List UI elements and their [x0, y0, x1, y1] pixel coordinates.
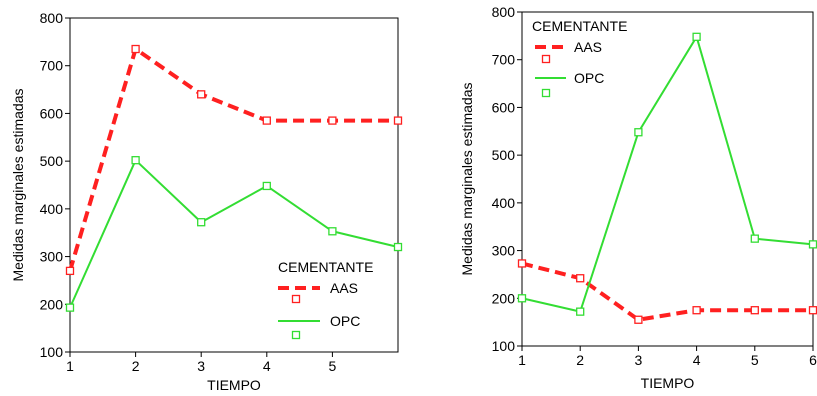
y-tick-label: 300: [40, 249, 64, 265]
data-point-aas: [576, 274, 585, 283]
y-tick-label: 800: [40, 10, 64, 26]
data-point-opc: [634, 128, 643, 137]
y-tick-label: 500: [40, 153, 64, 169]
series-line-opc: [69, 159, 399, 309]
chart-right: 100 200 300 400 500 600 700 800 1 2 3 4 5 6 TIEMPO Medi…: [459, 4, 817, 391]
legend-marker-opc: [291, 330, 301, 340]
y-tick-label: 300: [492, 243, 516, 259]
data-point-aas: [634, 315, 643, 324]
data-point-aas: [517, 259, 527, 268]
data-point-opc: [393, 242, 403, 252]
data-point-aas: [262, 116, 271, 125]
legend-label-opc: OPC: [574, 70, 604, 86]
data-point-aas: [393, 116, 403, 125]
data-point-aas: [808, 306, 817, 315]
data-point-aas: [692, 306, 701, 315]
legend-label-aas: AAS: [330, 280, 358, 296]
legend-title: CEMENTANTE: [278, 259, 373, 275]
y-tick-label: 200: [40, 296, 64, 312]
y-tick-label: 200: [492, 290, 516, 306]
y-tick-label: 800: [492, 4, 516, 20]
x-tick-label: 6: [809, 352, 817, 368]
y-axis-title: Medidas marginales estimadas: [10, 89, 26, 282]
data-point-aas: [328, 116, 337, 125]
y-tick-label: 100: [40, 344, 64, 360]
data-point-aas: [65, 266, 75, 276]
y-tick-label: 400: [492, 195, 516, 211]
y-tick-label: 500: [492, 147, 516, 163]
y-tick-label: 600: [492, 99, 516, 115]
data-point-opc: [197, 218, 206, 227]
data-point-aas: [750, 306, 759, 315]
series-line-aas: [68, 47, 398, 272]
x-tick-label: 1: [518, 352, 526, 368]
series-line-aas: [521, 261, 813, 322]
y-tick-label: 700: [492, 52, 516, 68]
data-point-aas: [131, 44, 140, 54]
y-tick-label: 700: [40, 58, 64, 74]
data-point-opc: [750, 234, 759, 243]
data-point-opc: [262, 181, 271, 191]
y-tick-label: 600: [40, 105, 64, 121]
legend-title: CEMENTANTE: [532, 18, 627, 34]
x-tick-label: 2: [576, 352, 584, 368]
x-tick-label: 5: [751, 352, 759, 368]
legend-marker-aas: [541, 54, 551, 64]
y-tick-label: 400: [40, 201, 64, 217]
legend-marker-opc: [541, 88, 551, 98]
legend-marker-aas: [291, 294, 301, 304]
x-tick-label: 4: [263, 358, 271, 374]
data-point-aas: [197, 90, 206, 99]
plot-frame: [69, 17, 399, 353]
data-point-opc: [808, 240, 817, 249]
y-axis-title: Medidas marginales estimadas: [459, 83, 475, 276]
data-point-opc: [328, 227, 337, 236]
data-point-opc: [692, 32, 701, 41]
x-tick-label: 3: [635, 352, 643, 368]
x-tick-label: 4: [693, 352, 701, 368]
legend-label-opc: OPC: [330, 313, 360, 329]
chart-left: 100 200 300 400 500 600 700 800 1 2 3 4 5 TIEMPO Medid…: [10, 10, 403, 393]
plot-frame: [521, 11, 814, 347]
x-axis-title: TIEMPO: [207, 377, 261, 393]
y-tick-label: 100: [492, 338, 516, 354]
legend-label-aas: AAS: [574, 39, 602, 55]
x-tick-label: 1: [66, 358, 74, 374]
series-line-opc: [521, 35, 814, 313]
data-point-opc: [131, 156, 140, 165]
x-tick-label: 3: [197, 358, 205, 374]
data-point-opc: [576, 307, 585, 316]
data-point-opc: [517, 294, 527, 303]
data-point-opc: [65, 303, 75, 312]
x-axis-title: TIEMPO: [641, 375, 695, 391]
x-tick-label: 2: [132, 358, 140, 374]
x-tick-label: 5: [329, 358, 337, 374]
